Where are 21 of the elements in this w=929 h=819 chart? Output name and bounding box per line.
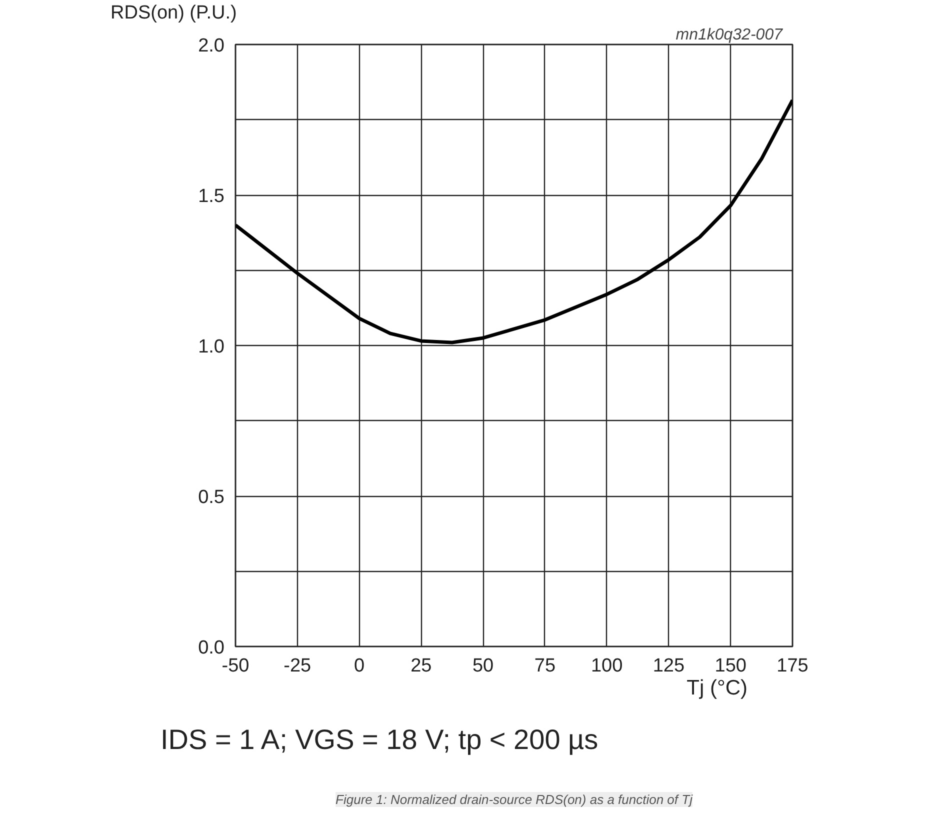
x-tick-label: -50 (222, 656, 250, 676)
x-tick-label: 50 (472, 656, 494, 676)
caption: Figure 1: Normalized drain-source RDS(on) as a function of Tj (336, 792, 694, 807)
y-tick-label: 2.0 (198, 36, 225, 56)
x-tick-label: 0 (354, 656, 365, 676)
x-axis-title: Tj (°C) (686, 676, 748, 700)
text: IDS = 1 A; VGS = 18 V; tp < 200 µs (160, 724, 598, 755)
x-tick-label: -25 (284, 656, 312, 676)
x-tick-label: 150 (714, 656, 746, 676)
y-axis-title: RDS(on) (P.U.) (110, 2, 237, 24)
x-tick-label: 75 (534, 656, 556, 676)
text: mn1k0q32-007 (676, 26, 784, 44)
y-tick-label: 1.0 (198, 336, 225, 358)
y-tick-label: 0.5 (198, 487, 225, 508)
x-tick-label: 100 (590, 656, 623, 676)
x-tick-label: 125 (652, 656, 685, 676)
x-tick-label: 25 (410, 656, 432, 676)
x-tick-label: 175 (776, 656, 808, 676)
line-series (236, 98, 792, 344)
y-tick-label: 0.0 (198, 638, 225, 658)
y-tick-label: 1.5 (198, 186, 225, 207)
